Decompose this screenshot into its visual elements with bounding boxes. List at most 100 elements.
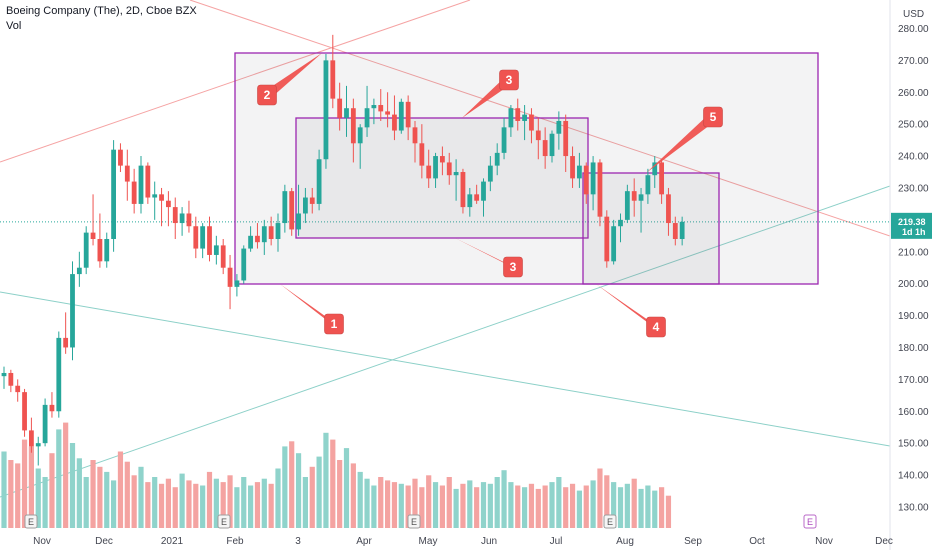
volume-bar: [330, 439, 336, 528]
rectangle-drawings[interactable]: [234, 52, 819, 285]
candle: [398, 98, 404, 134]
candle-body: [248, 235, 253, 249]
callout-3[interactable]: 3: [462, 69, 519, 118]
candle-body: [364, 108, 370, 128]
volume-bar: [56, 429, 62, 528]
volume-bar: [405, 485, 411, 528]
candle-body: [405, 101, 411, 128]
candle: [529, 108, 534, 144]
candle: [679, 216, 685, 246]
candle: [255, 223, 260, 249]
earnings-letter: E: [607, 517, 613, 527]
candle-body: [487, 165, 493, 182]
callout-3[interactable]: 3: [455, 238, 523, 278]
candle-body: [330, 60, 336, 99]
candle: [22, 388, 27, 437]
candle: [604, 210, 610, 268]
time-axis[interactable]: Nov Dec 2021 Feb 3 Apr May Jun Jul Aug Sep Oct Nov De…: [33, 536, 893, 547]
candle: [453, 159, 459, 201]
callout-annotations[interactable]: 1 2 3 3 4 5: [257, 53, 723, 338]
volume-bar: [158, 483, 165, 528]
candle-body: [378, 105, 384, 112]
candle-body: [529, 114, 534, 131]
price-tick-label: 150.00: [898, 439, 929, 450]
candle: [63, 312, 69, 354]
callout-number: 3: [506, 73, 513, 87]
volume-bar: [576, 490, 582, 528]
earnings-marker: E: [407, 514, 421, 529]
volume-indicator-label[interactable]: Vol: [6, 20, 22, 32]
volume-bar: [665, 495, 672, 528]
volume-bar: [316, 456, 322, 528]
candle: [268, 216, 274, 246]
candle: [248, 226, 253, 252]
callout-5[interactable]: 5: [646, 106, 723, 173]
candle: [207, 216, 212, 262]
candle: [405, 95, 411, 141]
callout-number: 4: [653, 320, 660, 334]
candle-body: [679, 221, 685, 239]
candle-body: [22, 392, 27, 431]
candle-body: [467, 194, 473, 208]
volume-bar: [131, 475, 137, 528]
candle-body: [371, 105, 377, 109]
candle-body: [145, 165, 151, 198]
callout-1[interactable]: 1: [280, 284, 344, 335]
candle: [583, 162, 589, 204]
symbol-title[interactable]: Boeing Company (The), 2D, Cboe BZX: [6, 5, 197, 17]
volume-bar: [35, 468, 41, 528]
volume-bar: [76, 458, 82, 528]
candle-body: [220, 245, 226, 268]
callout-badge: [257, 84, 277, 106]
candle-body: [426, 165, 432, 179]
candle: [570, 146, 575, 188]
volume-bar: [90, 460, 96, 528]
candle: [316, 149, 322, 211]
earnings-letter: E: [221, 517, 227, 527]
callout-2[interactable]: 2: [257, 53, 323, 106]
candle: [597, 159, 603, 227]
candle-body: [645, 175, 651, 195]
volume-bar: [117, 451, 124, 528]
callout-pointer: [646, 115, 718, 173]
volume-bar: [282, 446, 288, 528]
range-box-recent: [582, 172, 720, 285]
candle: [15, 379, 21, 402]
candle-body: [124, 165, 130, 182]
callout-4[interactable]: 4: [596, 284, 666, 338]
candle: [296, 184, 301, 236]
price-axis[interactable]: 280.00270.00260.00250.00240.00230.00220.…: [889, 0, 932, 550]
volume-bar: [652, 490, 658, 528]
candle-body: [172, 207, 178, 224]
trendlines[interactable]: [0, 0, 891, 498]
candle-body: [111, 149, 116, 239]
time-tick-label: Sep: [684, 536, 702, 547]
candle: [42, 398, 48, 447]
trendline-teal-falling: [0, 291, 891, 447]
candle: [90, 194, 96, 246]
candle: [378, 89, 384, 121]
candle: [618, 213, 623, 243]
candle: [282, 184, 288, 233]
candle: [350, 98, 356, 163]
volume-bar: [480, 482, 487, 528]
volume-bar: [508, 482, 514, 528]
time-tick-label: Apr: [356, 536, 372, 547]
volume-bar: [248, 485, 254, 528]
volume-bar: [145, 482, 151, 528]
callout-badge: [503, 256, 523, 278]
candle-body: [309, 197, 315, 204]
candle: [385, 92, 390, 128]
candle: [97, 213, 103, 268]
candle-body: [303, 197, 308, 214]
candle: [83, 226, 89, 275]
candle-body: [412, 127, 418, 144]
candle: [186, 200, 192, 233]
volume-bar: [254, 482, 261, 528]
candle: [193, 216, 199, 259]
candle: [419, 124, 425, 179]
candle-body: [618, 219, 623, 227]
callout-number: 3: [510, 260, 517, 274]
